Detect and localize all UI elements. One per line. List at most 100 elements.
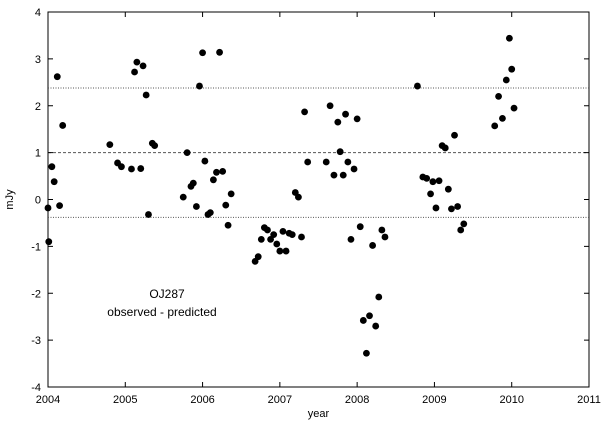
data-point xyxy=(279,227,287,235)
data-point xyxy=(495,92,502,100)
data-point xyxy=(444,185,452,193)
data-point xyxy=(429,178,437,186)
data-point xyxy=(363,349,370,357)
y-tick-label: -2 xyxy=(31,288,41,300)
data-point xyxy=(199,49,206,57)
data-point xyxy=(201,157,209,165)
data-point xyxy=(460,220,468,228)
data-point xyxy=(106,141,114,149)
y-axis-title: mJy xyxy=(4,189,16,210)
data-point xyxy=(288,231,296,239)
data-point xyxy=(427,190,434,198)
data-point xyxy=(344,158,352,166)
data-point xyxy=(381,233,389,241)
data-point xyxy=(209,176,217,184)
data-point xyxy=(48,163,56,171)
data-point xyxy=(59,122,67,129)
data-point xyxy=(326,102,334,110)
data-point xyxy=(322,158,330,166)
x-tick-label: 2005 xyxy=(113,394,137,406)
data-point xyxy=(45,238,53,246)
data-point xyxy=(350,165,358,173)
data-point xyxy=(336,148,344,156)
data-point xyxy=(44,204,52,212)
annotation-description: observed - predicted xyxy=(107,305,216,319)
data-point xyxy=(457,226,465,234)
data-point xyxy=(145,211,152,218)
data-point xyxy=(142,91,150,99)
data-point xyxy=(56,202,63,209)
x-axis-ticks: 2004 2005 2006 2007 2008 2009 2010 2011 xyxy=(36,12,601,406)
data-point xyxy=(128,165,135,173)
data-point xyxy=(378,226,386,234)
x-tick-label: 2008 xyxy=(345,394,369,406)
data-point xyxy=(508,65,516,73)
data-point xyxy=(502,76,510,84)
data-point xyxy=(347,235,355,243)
y-tick-label: 0 xyxy=(35,195,41,207)
data-point xyxy=(213,168,220,176)
data-point xyxy=(359,317,367,324)
data-point xyxy=(196,82,203,90)
data-point xyxy=(330,171,338,179)
data-point xyxy=(224,221,232,229)
data-point xyxy=(334,118,342,126)
x-tick-label: 2007 xyxy=(268,394,292,406)
x-tick-label: 2011 xyxy=(577,394,601,406)
x-tick-label: 2009 xyxy=(422,394,446,406)
data-point xyxy=(369,242,376,249)
data-point xyxy=(339,171,347,179)
reference-lines xyxy=(48,87,589,218)
data-point xyxy=(206,209,214,217)
x-axis-title: year xyxy=(308,408,330,420)
annotation-object: OJ287 xyxy=(149,287,185,301)
data-point xyxy=(423,175,431,182)
data-point xyxy=(183,149,191,157)
data-point xyxy=(276,247,284,255)
data-point xyxy=(189,179,197,187)
data-point xyxy=(505,34,513,42)
x-tick-label: 2010 xyxy=(499,394,523,406)
data-point xyxy=(192,203,200,210)
data-point xyxy=(432,204,440,212)
data-point xyxy=(139,62,147,70)
y-tick-label: 4 xyxy=(35,7,41,19)
data-point xyxy=(133,58,141,66)
y-tick-label: -1 xyxy=(31,241,41,253)
data-point xyxy=(304,158,312,166)
data-point xyxy=(356,223,364,231)
data-point xyxy=(441,144,449,152)
data-point xyxy=(53,73,61,81)
data-point xyxy=(137,165,145,172)
data-point xyxy=(499,115,506,122)
data-points xyxy=(44,34,518,357)
plot-frame xyxy=(47,11,590,388)
data-point xyxy=(301,108,308,116)
data-point xyxy=(414,82,421,90)
data-point xyxy=(375,293,383,301)
x-tick-label: 2006 xyxy=(190,394,214,406)
data-point xyxy=(179,193,187,201)
data-point xyxy=(451,131,458,139)
y-tick-label: 3 xyxy=(35,54,41,66)
data-point xyxy=(448,205,455,213)
data-point xyxy=(435,177,443,185)
y-axis-ticks: -4 -3 -2 -1 0 1 2 3 4 xyxy=(31,7,589,394)
data-point xyxy=(372,322,380,330)
data-point xyxy=(257,235,265,243)
data-point xyxy=(270,231,278,239)
data-point xyxy=(151,142,159,149)
y-tick-label: 1 xyxy=(35,148,41,160)
data-point xyxy=(50,178,58,186)
data-point xyxy=(227,190,235,198)
data-point xyxy=(353,115,361,123)
y-tick-label: -3 xyxy=(31,335,41,347)
data-point xyxy=(295,193,302,201)
data-point xyxy=(491,122,499,130)
data-point xyxy=(222,201,230,209)
x-tick-label: 2004 xyxy=(36,394,60,406)
y-tick-label: 2 xyxy=(35,101,41,113)
data-point xyxy=(118,163,125,171)
data-point xyxy=(264,226,271,234)
